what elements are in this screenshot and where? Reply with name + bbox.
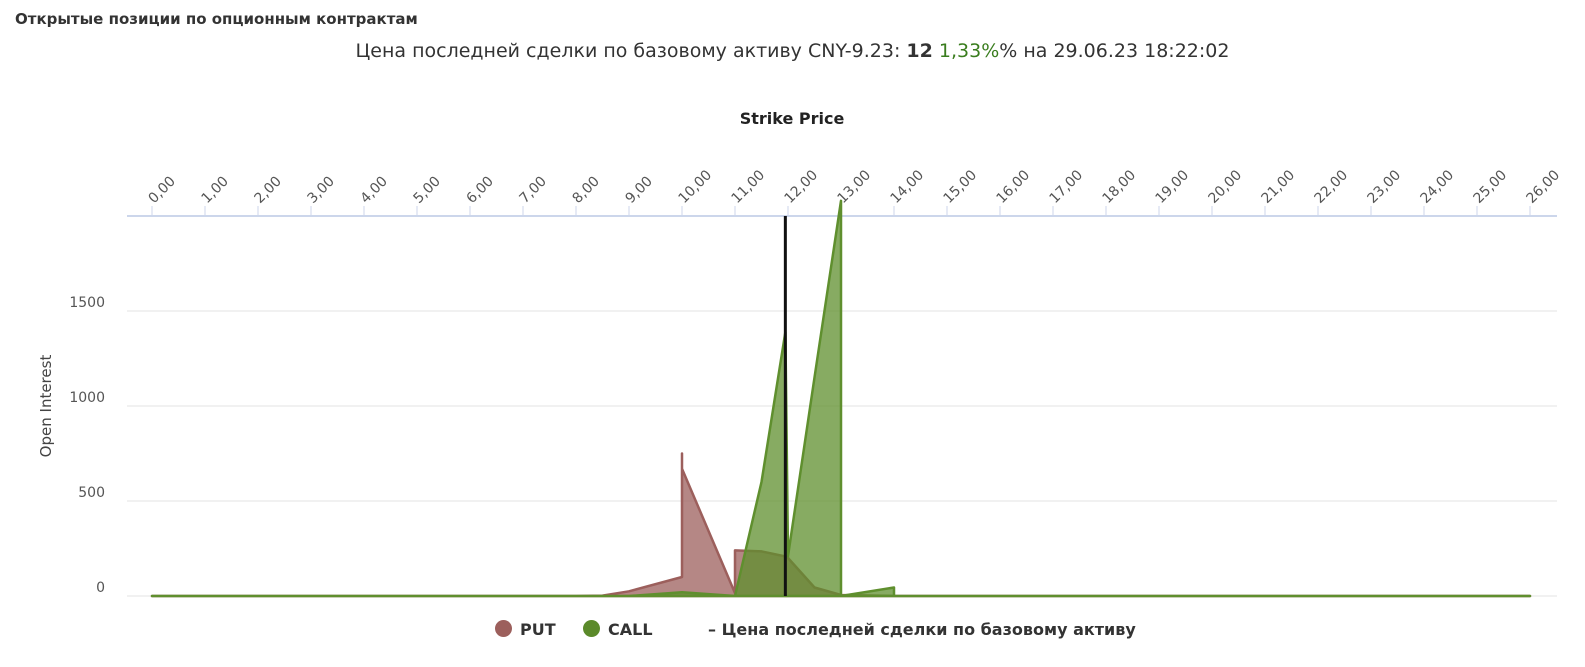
x-tick-label: 4,00 xyxy=(358,173,391,206)
x-tick-label: 15,00 xyxy=(941,167,981,207)
price-prefix: Цена последней сделки по базовому активу… xyxy=(355,40,907,62)
price-value: 12 xyxy=(906,40,933,62)
x-tick-label: 6,00 xyxy=(464,173,497,206)
x-tick-label: 11,00 xyxy=(729,167,769,207)
x-tick-label: 19,00 xyxy=(1153,167,1193,207)
x-tick-label: 26,00 xyxy=(1524,167,1564,207)
legend-call-label: CALL xyxy=(608,620,653,639)
x-tick-label: 24,00 xyxy=(1418,167,1458,207)
series-area-call xyxy=(150,199,1532,598)
y-axis-label: Open Interest xyxy=(37,355,55,458)
legend-item-call[interactable]: CALL xyxy=(583,620,653,639)
x-axis: 0,00 1,00 2,00 3,00 4,00 5,00 6,00 7,00 8,00 9,00… xyxy=(127,167,1564,217)
legend-put-label: PUT xyxy=(520,620,556,639)
x-tick-label: 2,00 xyxy=(252,173,285,206)
x-tick-label: 0,00 xyxy=(146,173,179,206)
chart-title: Strike Price xyxy=(740,109,845,128)
x-tick-label: 8,00 xyxy=(570,173,603,206)
y-tick-label: 1500 xyxy=(69,295,105,311)
x-tick-label: 9,00 xyxy=(623,173,656,206)
x-tick-label: 14,00 xyxy=(888,167,928,207)
put-dot-icon xyxy=(495,620,512,637)
y-axis-ticks: 0 500 1000 1500 xyxy=(69,295,105,596)
underlying-price-line: Цена последней сделки по базовому активу… xyxy=(0,40,1585,62)
x-tick-label: 7,00 xyxy=(517,173,550,206)
x-tick-label: 23,00 xyxy=(1365,167,1405,207)
page-title: Открытые позиции по опционным контрактам xyxy=(15,10,418,28)
x-tick-label: 22,00 xyxy=(1312,167,1352,207)
x-tick-label: 12,00 xyxy=(782,167,822,207)
x-tick-label: 3,00 xyxy=(305,173,338,206)
x-tick-label: 10,00 xyxy=(676,167,716,207)
x-tick-label: 25,00 xyxy=(1471,167,1511,207)
series-layer xyxy=(150,199,1532,598)
call-dot-icon xyxy=(583,620,600,637)
x-tick-label: 16,00 xyxy=(994,167,1034,207)
legend-price-line-label: – Цена последней сделки по базовому акти… xyxy=(708,620,1136,639)
y-tick-label: 500 xyxy=(78,485,105,501)
legend-item-put[interactable]: PUT xyxy=(495,620,556,639)
y-tick-label: 0 xyxy=(96,580,105,596)
x-tick-label: 21,00 xyxy=(1259,167,1299,207)
x-tick-label: 1,00 xyxy=(199,173,232,206)
x-tick-label: 17,00 xyxy=(1047,167,1087,207)
price-change: 1,33% xyxy=(932,40,1000,62)
x-tick-label: 20,00 xyxy=(1206,167,1246,207)
x-tick-label: 18,00 xyxy=(1100,167,1140,207)
price-suffix: % на 29.06.23 18:22:02 xyxy=(999,40,1230,62)
y-tick-label: 1000 xyxy=(69,390,105,406)
legend-item-price-line[interactable]: – Цена последней сделки по базовому акти… xyxy=(708,620,1136,639)
x-tick-label: 5,00 xyxy=(411,173,444,206)
legend: PUT CALL – Цена последней сделки по базо… xyxy=(0,618,1585,644)
